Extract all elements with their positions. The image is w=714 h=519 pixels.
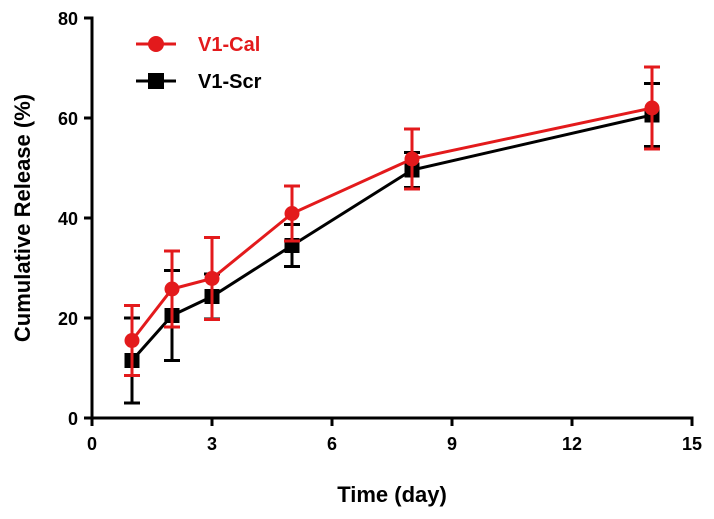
legend-marker [148,36,164,52]
series-line [130,106,653,342]
legend-item: V1-Scr [136,71,262,93]
axes: 0 3 6 9 12 15 0 20 40 60 80 [58,9,702,454]
x-tick-label: 0 [87,434,97,454]
legend-label: V1-Scr [198,71,262,93]
x-tick-label: 6 [327,434,337,454]
series-v1-cal [124,65,660,377]
series-layer [124,65,660,405]
x-ticks: 0 3 6 9 12 15 [87,418,702,454]
x-tick-label: 15 [682,434,702,454]
series-v1-scr [124,82,660,405]
data-point [204,271,220,286]
data-point [164,281,180,297]
x-tick-label: 3 [207,434,217,454]
y-tick-label: 40 [58,209,78,229]
x-axis-title: Time (day) [337,482,447,507]
y-tick-label: 20 [58,309,78,329]
y-axis-title: Cumulative Release (%) [10,94,35,342]
legend-label: V1-Cal [198,34,260,56]
data-point [124,333,140,348]
data-point [284,206,300,221]
legend-item: V1-Cal [136,34,260,56]
legend-marker [148,73,164,89]
y-ticks: 0 20 40 60 80 [58,9,92,429]
x-tick-label: 12 [562,434,582,454]
data-point [644,100,660,116]
y-tick-label: 60 [58,109,78,129]
data-point [404,151,420,167]
y-tick-label: 0 [68,409,78,429]
y-tick-label: 80 [58,9,78,29]
x-tick-label: 9 [447,434,457,454]
legend: V1-Cal V1-Scr [136,34,262,93]
